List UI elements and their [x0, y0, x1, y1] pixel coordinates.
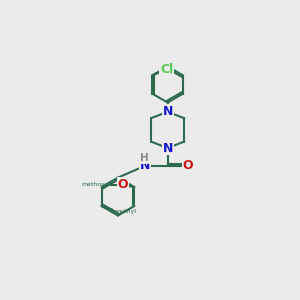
Text: N: N	[140, 159, 150, 172]
Text: O: O	[182, 159, 193, 172]
Text: methoxy: methoxy	[82, 182, 110, 187]
Text: N: N	[162, 142, 173, 154]
Text: O: O	[118, 178, 128, 191]
Text: H: H	[140, 153, 149, 164]
Text: Cl: Cl	[160, 64, 173, 76]
Text: N: N	[162, 105, 173, 118]
Text: methyl: methyl	[114, 208, 136, 214]
